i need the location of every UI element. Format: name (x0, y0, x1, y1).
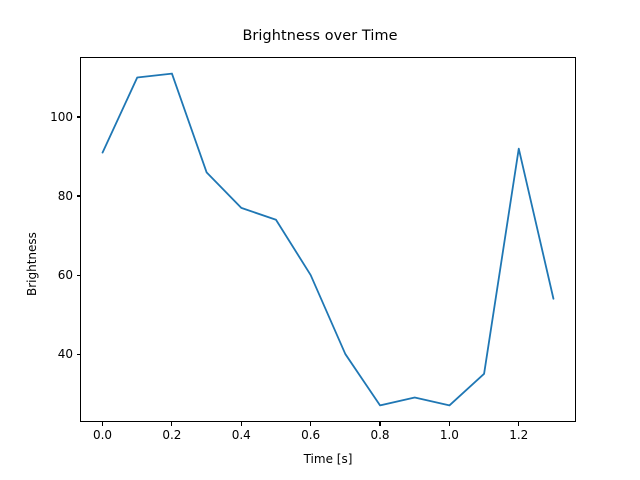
x-tick-label: 0.8 (370, 428, 390, 442)
x-tick-label: 1.0 (439, 428, 459, 442)
y-tick-mark (76, 195, 80, 197)
x-tick-mark (101, 422, 104, 426)
chart-title: Brightness over Time (242, 28, 398, 44)
x-tick-mark (310, 422, 312, 426)
x-tick-label: 1.2 (509, 428, 529, 442)
x-tick-mark (379, 422, 381, 426)
axes-frame (80, 57, 576, 422)
x-tick-mark (240, 422, 242, 426)
brightness-line (101, 72, 555, 407)
x-tick-label: 0.6 (301, 428, 321, 442)
y-axis-label: Brightness (25, 232, 39, 296)
x-tick-label: 0.2 (162, 428, 182, 442)
y-tick-label: 60 (57, 268, 73, 283)
y-tick-label: 80 (57, 189, 73, 204)
y-tick-mark (76, 353, 80, 355)
x-tick-mark (518, 422, 520, 426)
x-tick-label: 0.4 (231, 428, 251, 442)
y-tick-label: 40 (57, 347, 73, 362)
x-axis-label: Time [s] (303, 452, 353, 466)
y-tick-mark (76, 274, 80, 276)
x-tick-label: 0.0 (92, 428, 113, 442)
x-tick-mark (448, 422, 450, 426)
y-tick-label: 100 (50, 110, 73, 125)
plot-area (101, 72, 555, 407)
x-tick-mark (171, 422, 173, 426)
y-tick-mark (76, 116, 80, 118)
